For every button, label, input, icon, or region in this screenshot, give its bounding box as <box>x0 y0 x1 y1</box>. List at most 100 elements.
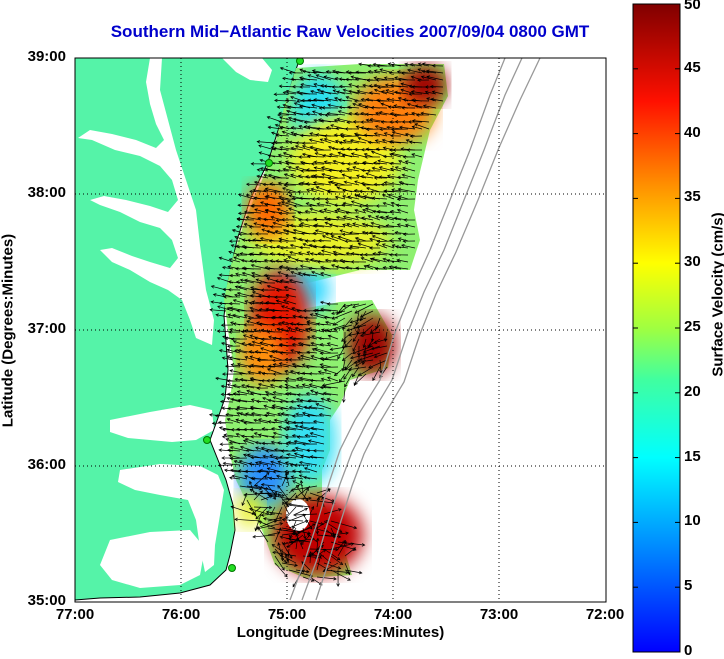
velocity-vector <box>298 125 311 130</box>
velocity-arrowhead <box>258 307 263 312</box>
velocity-arrowhead <box>377 159 382 163</box>
velocity-arrowhead <box>402 98 407 102</box>
velocity-arrowhead <box>334 76 339 81</box>
velocity-vector <box>233 393 248 396</box>
velocity-vector <box>287 106 304 109</box>
velocity-arrowhead <box>354 310 359 314</box>
velocity-vector <box>327 112 346 116</box>
velocity-vector <box>338 236 353 242</box>
velocity-arrowhead <box>336 208 341 212</box>
velocity-vector <box>321 173 339 179</box>
velocity-vector <box>375 140 388 144</box>
velocity-arrowhead <box>271 349 275 354</box>
velocity-arrowhead <box>371 196 376 200</box>
velocity-arrowhead <box>309 378 314 383</box>
velocity-arrowhead <box>236 362 241 367</box>
velocity-arrowhead <box>347 105 351 109</box>
velocity-arrowhead <box>262 396 266 401</box>
velocity-arrowhead <box>306 125 311 129</box>
velocity-arrowhead <box>331 316 336 320</box>
velocity-arrowhead <box>365 207 369 211</box>
velocity-arrowhead <box>287 255 292 260</box>
velocity-vector <box>344 547 356 557</box>
velocity-arrowhead <box>285 293 290 298</box>
velocity-arrowhead <box>273 140 278 145</box>
velocity-arrowhead <box>253 336 258 340</box>
velocity-vector <box>315 392 332 396</box>
velocity-arrowhead <box>389 120 393 124</box>
velocity-vector <box>249 463 262 466</box>
velocity-arrowhead <box>272 221 277 226</box>
velocity-vector <box>364 153 374 158</box>
velocity-vector <box>283 168 297 172</box>
velocity-arrowhead <box>235 272 239 276</box>
velocity-arrowhead <box>371 166 376 171</box>
velocity-vector <box>390 85 409 88</box>
velocity-arrowhead <box>254 208 258 212</box>
velocity-vector <box>310 146 325 151</box>
velocity-vector <box>339 106 353 109</box>
velocity-arrowhead <box>281 541 286 546</box>
velocity-arrowhead <box>319 351 324 356</box>
velocity-vector <box>337 540 346 550</box>
velocity-vector <box>396 204 409 207</box>
velocity-vector <box>253 419 269 424</box>
velocity-arrowhead <box>401 243 405 248</box>
velocity-arrowhead <box>295 258 299 262</box>
velocity-arrowhead <box>253 196 257 201</box>
velocity-arrowhead <box>290 95 294 100</box>
velocity-vector <box>342 338 346 349</box>
velocity-vector <box>270 384 283 389</box>
velocity-arrowhead <box>352 222 356 226</box>
velocity-vector <box>370 324 381 334</box>
velocity-arrowhead <box>339 561 344 566</box>
velocity-arrowhead <box>386 174 391 178</box>
velocity-vector <box>239 485 262 490</box>
velocity-arrowhead <box>273 418 278 423</box>
velocity-arrowhead <box>346 167 350 171</box>
velocity-arrowhead <box>237 348 242 353</box>
speed-blob-dark-red-east <box>348 315 396 375</box>
velocity-arrowhead <box>271 358 276 363</box>
velocity-arrowhead <box>391 63 395 67</box>
velocity-arrowhead <box>341 338 345 342</box>
velocity-arrowhead <box>319 385 324 390</box>
velocity-arrowhead <box>348 89 352 94</box>
velocity-arrowhead <box>263 404 267 408</box>
velocity-arrowhead <box>298 237 302 242</box>
velocity-arrowhead <box>369 246 373 250</box>
velocity-vector <box>306 183 325 186</box>
velocity-vector <box>322 155 339 158</box>
velocity-arrowhead <box>268 245 273 249</box>
velocity-vector <box>335 196 346 200</box>
velocity-arrowhead <box>319 342 324 347</box>
velocity-vector <box>227 349 241 354</box>
velocity-vector <box>253 260 269 263</box>
velocity-arrowhead <box>228 440 233 445</box>
velocity-vector <box>217 305 234 312</box>
velocity-vector <box>258 145 276 151</box>
velocity-vector <box>372 366 381 381</box>
velocity-vector <box>314 161 332 165</box>
velocity-arrowhead <box>248 480 253 485</box>
velocity-vector <box>284 477 297 480</box>
velocity-arrowhead <box>411 153 415 157</box>
velocity-arrowhead <box>338 508 342 512</box>
velocity-vector <box>260 522 283 529</box>
velocity-arrowhead <box>241 502 245 506</box>
velocity-arrowhead <box>226 344 231 349</box>
velocity-arrowhead <box>231 474 236 478</box>
velocity-arrowhead <box>247 370 251 375</box>
velocity-vector <box>265 210 283 214</box>
velocity-arrowhead <box>308 243 313 248</box>
velocity-arrowhead <box>426 75 430 79</box>
velocity-vector <box>268 126 283 130</box>
velocity-arrowhead <box>246 389 250 393</box>
albemarle-sound <box>118 464 224 572</box>
velocity-vector <box>258 418 276 424</box>
velocity-arrowhead <box>364 223 369 228</box>
velocity-arrowhead <box>270 308 275 313</box>
colorbar-tick-label: 10 <box>684 512 701 529</box>
velocity-vector <box>384 190 402 193</box>
velocity-arrowhead <box>302 308 307 313</box>
